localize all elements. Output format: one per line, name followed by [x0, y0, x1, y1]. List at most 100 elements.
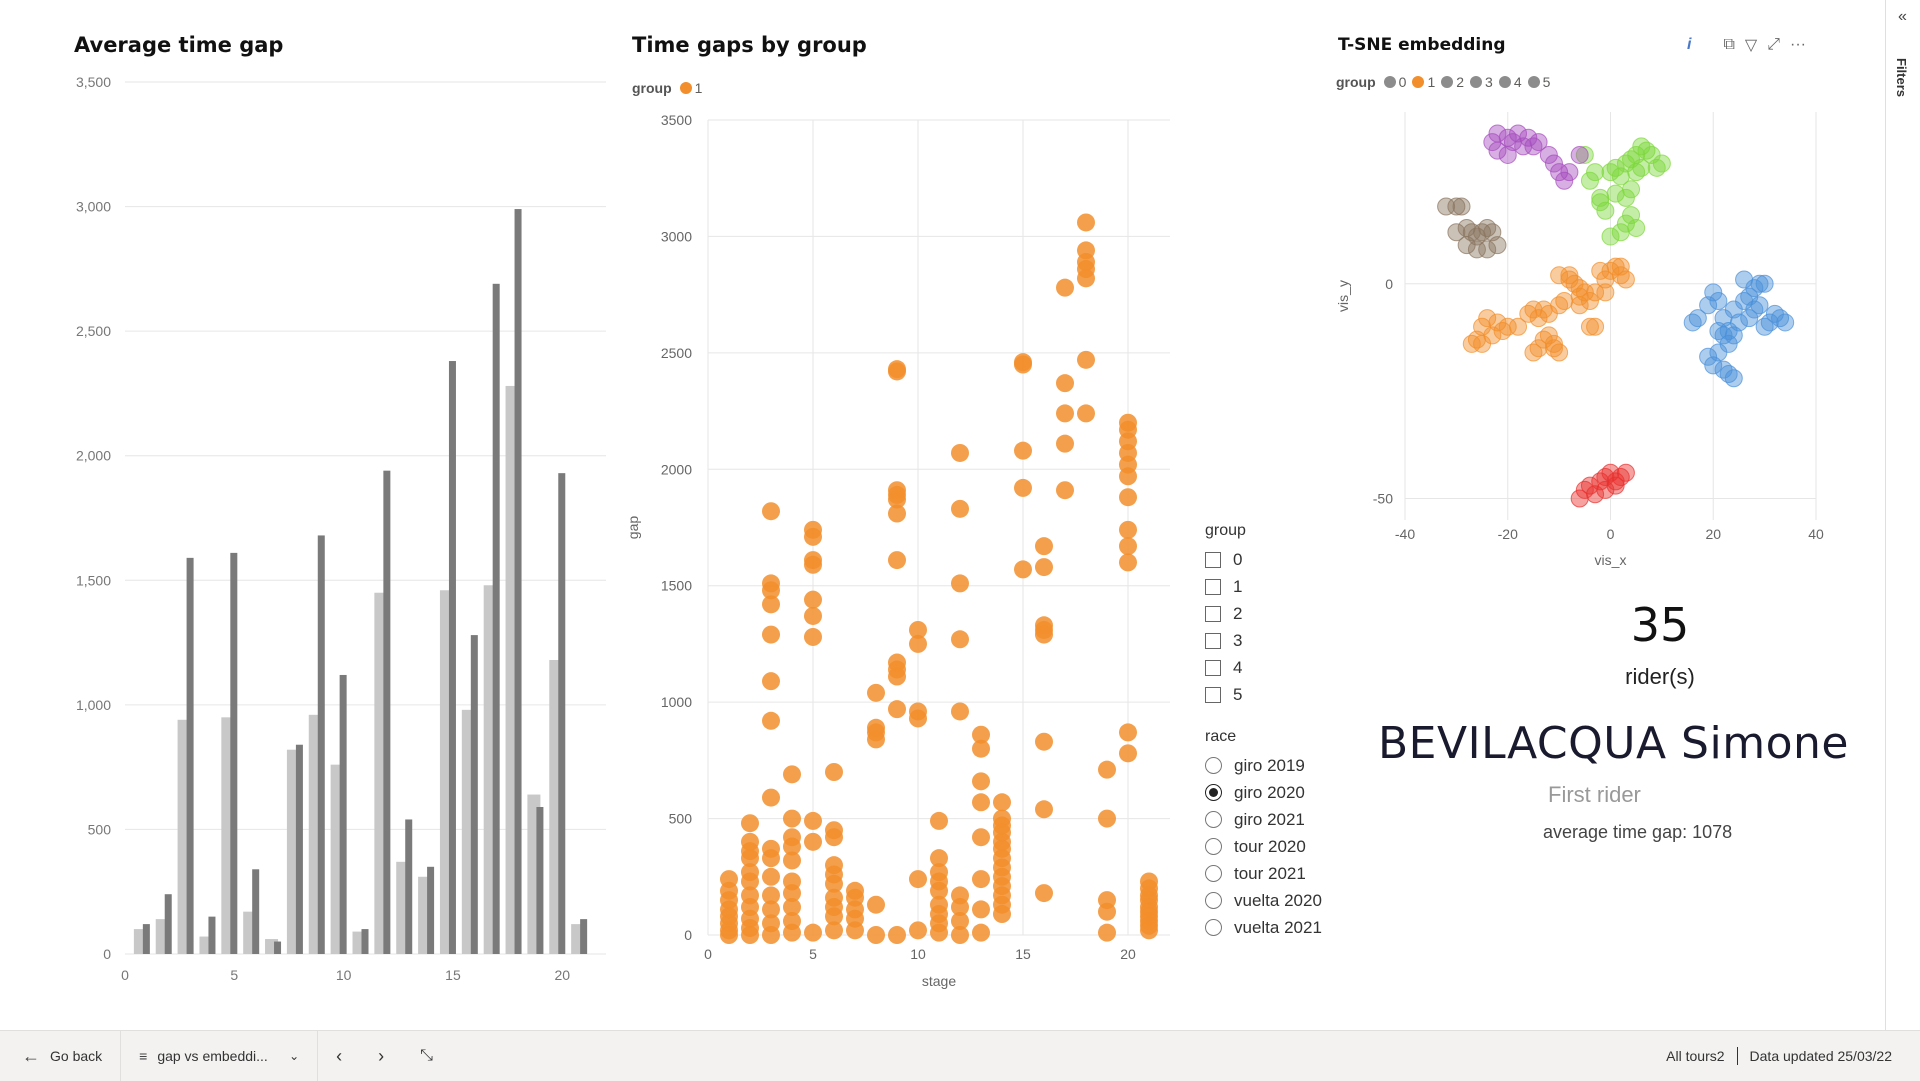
radio-button[interactable] [1205, 838, 1222, 855]
data-point [1560, 266, 1579, 285]
checkbox[interactable] [1205, 686, 1221, 703]
y-axis-title: vis_y [1335, 280, 1351, 312]
radio-button[interactable] [1205, 757, 1222, 774]
legend-dot [1441, 76, 1454, 88]
tsne-legend-label: group [1336, 74, 1376, 90]
chevron-down-icon: ⌄ [289, 1049, 300, 1063]
data-updated: Data updated 25/03/22 [1749, 1048, 1892, 1064]
gaps-legend-label: group [632, 80, 672, 96]
data-point [1478, 309, 1497, 328]
gaps-legend-item[interactable]: 1 [679, 80, 702, 96]
x-tick-label: 0 [121, 967, 129, 983]
filters-label[interactable]: Filters [1894, 58, 1909, 98]
group-option[interactable]: 5 [1205, 681, 1246, 708]
filter-icon[interactable]: ▽ [1744, 37, 1758, 54]
avg-time-gap-chart[interactable]: 0 500 1,000 1,500 2,000 2,500 3,000 3,500 0 5 10 15… [0, 60, 640, 1020]
data-point [804, 555, 822, 574]
data-point [1539, 145, 1558, 164]
rider-count-label: rider(s) [1625, 664, 1695, 689]
race-option[interactable]: giro 2020 [1205, 779, 1322, 806]
data-point [1724, 369, 1743, 388]
group-option[interactable]: 1 [1205, 573, 1246, 600]
tsne-legend-item[interactable]: 4 [1498, 74, 1522, 90]
next-page-button[interactable]: › [360, 1031, 402, 1081]
group-option[interactable]: 0 [1205, 546, 1246, 573]
data-point [951, 702, 969, 721]
tsne-legend-item[interactable]: 5 [1527, 74, 1551, 90]
focus-mode-icon[interactable]: ⤢ [1767, 36, 1781, 53]
bar [383, 470, 391, 954]
data-point [1056, 404, 1074, 423]
checkbox[interactable] [1205, 551, 1221, 568]
go-back-button[interactable]: ← Go back [0, 1031, 122, 1081]
data-point [909, 620, 927, 639]
group-option[interactable]: 4 [1205, 654, 1246, 681]
checkbox[interactable] [1205, 605, 1221, 622]
race-option[interactable]: giro 2019 [1205, 752, 1322, 779]
y-tick-label: 2,000 [76, 448, 111, 464]
race-option-label: vuelta 2020 [1234, 890, 1322, 910]
page-selector[interactable]: ≡ gap vs embeddi... ⌄ [121, 1031, 319, 1081]
data-point [1452, 197, 1471, 216]
status-separator [1736, 1047, 1738, 1065]
data-point [825, 828, 843, 847]
tsne-legend-item[interactable]: 0 [1383, 74, 1406, 90]
legend-item-label: 2 [1456, 74, 1465, 90]
group-option[interactable]: 3 [1205, 627, 1246, 654]
legend-item-label: 1 [1427, 74, 1436, 90]
radio-button[interactable] [1205, 865, 1222, 882]
data-point [951, 499, 969, 518]
checkbox[interactable] [1205, 659, 1221, 676]
data-point [1575, 145, 1594, 164]
checkbox[interactable] [1205, 578, 1221, 595]
data-point [1550, 296, 1569, 315]
data-point [993, 793, 1011, 812]
data-point [1683, 313, 1702, 332]
data-point [1056, 278, 1074, 297]
race-option-label: vuelta 2021 [1234, 917, 1322, 937]
x-tick-label: -40 [1395, 526, 1415, 542]
tsne-legend-item[interactable]: 3 [1470, 74, 1493, 90]
tsne-legend: group 0 1 2 3 4 5 [1336, 74, 1556, 90]
data-point [783, 884, 801, 903]
data-point [1627, 218, 1646, 237]
group-slicer-title: group [1205, 522, 1246, 539]
data-point [1750, 274, 1769, 293]
data-point [1709, 322, 1728, 341]
data-point [1077, 350, 1095, 369]
exit-fullscreen-button[interactable]: ⤡ [402, 1031, 451, 1081]
expand-filters-icon[interactable]: « [1898, 8, 1907, 25]
data-point [1632, 158, 1651, 177]
race-option[interactable]: tour 2020 [1205, 833, 1322, 860]
copy-icon[interactable]: ⧉ [1723, 36, 1735, 53]
info-icon[interactable]: i [1687, 36, 1692, 53]
data-point [1509, 317, 1528, 336]
checkbox[interactable] [1205, 632, 1221, 649]
data-point [1014, 478, 1032, 497]
data-point [1606, 476, 1625, 495]
radio-button[interactable] [1205, 811, 1222, 828]
previous-page-button[interactable]: ‹ [318, 1031, 360, 1081]
tsne-legend-item[interactable]: 1 [1412, 74, 1435, 90]
legend-item-label: 5 [1542, 74, 1551, 90]
y-tick-label: 0 [103, 946, 111, 962]
filters-pane-collapsed[interactable]: « Filters [1885, 0, 1920, 1030]
data-point [741, 814, 759, 833]
data-point [804, 606, 822, 625]
group-option[interactable]: 2 [1205, 600, 1246, 627]
data-point [888, 504, 906, 523]
tsne-legend-item[interactable]: 2 [1441, 74, 1464, 90]
race-option[interactable]: giro 2021 [1205, 806, 1322, 833]
radio-button[interactable] [1205, 784, 1222, 801]
more-options-icon[interactable]: ··· [1790, 36, 1806, 53]
radio-button[interactable] [1205, 892, 1222, 909]
race-option-label: tour 2020 [1234, 836, 1306, 856]
race-option[interactable]: tour 2021 [1205, 860, 1322, 887]
data-point [783, 837, 801, 856]
tsne-scatter-chart[interactable]: 0 -50 -40 -20 0 20 40 vis_x vis_y [1320, 100, 1850, 580]
race-option[interactable]: vuelta 2021 [1205, 914, 1322, 941]
race-option[interactable]: vuelta 2020 [1205, 887, 1322, 914]
gaps-scatter-chart[interactable]: 0 500 1000 1500 2000 2500 3000 3500 0 5 10 15 20 stag… [620, 100, 1180, 1010]
radio-button[interactable] [1205, 919, 1222, 936]
x-axis-title: stage [922, 973, 956, 989]
